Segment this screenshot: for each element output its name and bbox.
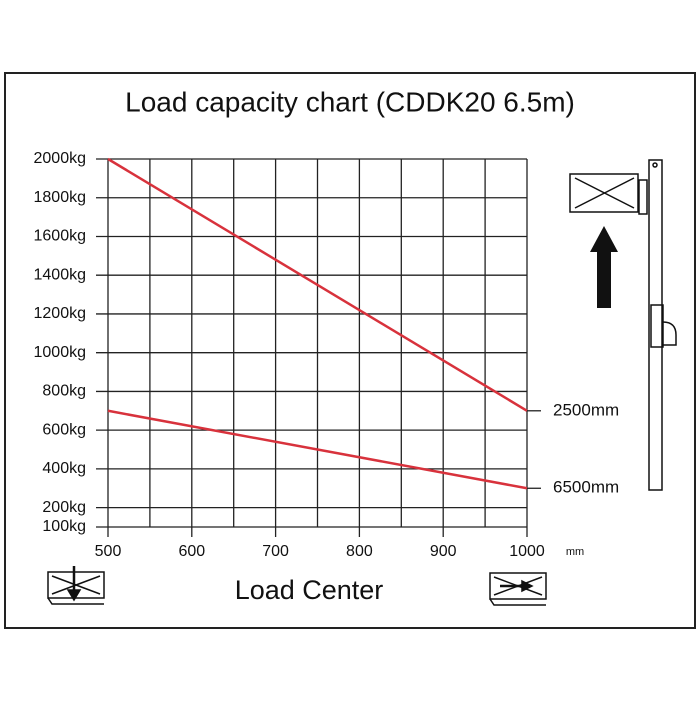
y-tick-label: 1000kg	[34, 344, 87, 361]
y-tick-label: 2000kg	[34, 150, 87, 167]
x-unit: mm	[566, 546, 584, 558]
x-tick-label: 800	[346, 543, 373, 560]
y-tick-label: 1600kg	[34, 228, 87, 245]
y-tick-label: 1400kg	[34, 266, 87, 283]
frame	[4, 72, 696, 629]
icon-pallet-down	[47, 566, 105, 605]
y-tick-label: 800kg	[42, 383, 86, 400]
y-tick-label: 400kg	[42, 460, 86, 477]
x-tick-label: 900	[430, 543, 457, 560]
icon-mast	[569, 159, 677, 491]
series-label: 6500mm	[553, 478, 619, 497]
x-axis-label: Load Center	[235, 575, 384, 605]
x-tick-label: 600	[178, 543, 205, 560]
y-tick-label: 100kg	[42, 518, 86, 535]
y-tick-label: 600kg	[42, 421, 86, 438]
x-tick-label: 500	[95, 543, 122, 560]
series-label: 2500mm	[553, 400, 619, 419]
series-line	[107, 157, 528, 412]
series-line	[107, 409, 528, 490]
chart-title: Load capacity chart (CDDK20 6.5m)	[125, 86, 575, 117]
icon-pallet-right	[489, 572, 547, 606]
y-tick-label: 1200kg	[34, 305, 87, 322]
y-tick-label: 1800kg	[34, 189, 87, 206]
y-tick-label: 200kg	[42, 499, 86, 516]
x-tick-label: 1000	[509, 543, 545, 560]
x-tick-label: 700	[262, 543, 289, 560]
